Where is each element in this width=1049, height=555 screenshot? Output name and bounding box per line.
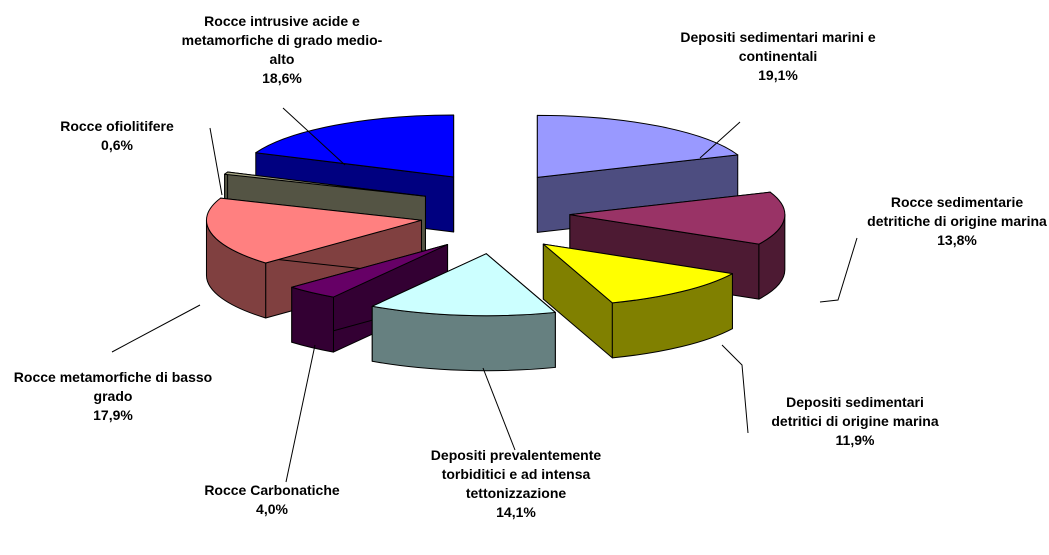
leader-line [699, 121, 741, 159]
leader-line [482, 367, 516, 451]
slice-top [371, 253, 556, 317]
data-label: Depositi sedimentari detritici di origin… [760, 393, 950, 450]
slice-top [536, 114, 739, 178]
slice-name: Rocce ofiolitifere [60, 118, 174, 134]
slice-wall [291, 286, 334, 353]
leader-line [282, 107, 346, 166]
slice-top [206, 197, 422, 264]
leader-line [209, 127, 223, 196]
slice-name: Depositi sedimentari marini e continenta… [680, 29, 876, 64]
slice-name: Rocce sedimentarie detritiche di origine… [867, 194, 1047, 229]
slice [371, 253, 556, 372]
leader-line [721, 344, 749, 434]
slice-percent: 11,9% [835, 432, 875, 448]
slice-top [542, 243, 733, 304]
slice-top [569, 191, 786, 245]
slice-top [291, 244, 449, 298]
slice-name: Depositi sedimentari detritici di origin… [771, 394, 939, 429]
slice-name: Rocce Carbonatiche [204, 482, 340, 498]
slice-percent: 18,6% [262, 70, 302, 86]
leader-line [285, 344, 316, 483]
data-label: Rocce sedimentarie detritiche di origine… [862, 193, 1049, 250]
slice-name: Rocce metamorfiche di basso grado [13, 369, 213, 404]
data-label: Depositi prevalentemente torbiditici e a… [416, 446, 616, 522]
data-label: Rocce ofiolitifere 0,6% [22, 117, 212, 155]
slice-wall [371, 305, 556, 372]
leader-line [111, 304, 201, 353]
data-label: Depositi sedimentari marini e continenta… [678, 28, 878, 85]
data-label: Rocce metamorfiche di basso grado 17,9% [0, 368, 228, 425]
slice-name: Rocce intrusive acide e metamorfiche di … [181, 13, 383, 67]
slice-top [255, 114, 455, 178]
slice-percent: 17,9% [93, 407, 133, 423]
slice-percent: 4,0% [256, 501, 288, 517]
slice-name: Depositi prevalentemente torbiditici e a… [430, 447, 602, 501]
data-label: Rocce intrusive acide e metamorfiche di … [172, 12, 392, 88]
slice-percent: 0,6% [101, 137, 133, 153]
slice-percent: 13,8% [937, 232, 977, 248]
slice [569, 191, 786, 300]
slice-percent: 14,1% [496, 504, 536, 520]
slice [542, 243, 733, 359]
leader-line [819, 237, 858, 303]
data-label: Rocce Carbonatiche 4,0% [172, 481, 372, 519]
slice-top [224, 171, 426, 197]
slice-percent: 19,1% [758, 67, 798, 83]
